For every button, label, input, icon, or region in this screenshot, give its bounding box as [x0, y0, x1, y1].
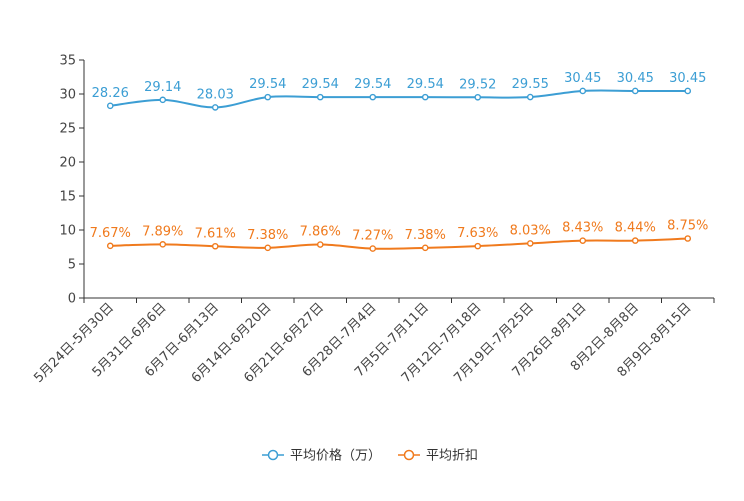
y-tick-label: 5 — [68, 258, 76, 273]
data-point — [159, 96, 167, 104]
legend-label: 平均价格（万） — [290, 448, 381, 464]
data-point — [421, 244, 429, 252]
data-point — [474, 93, 482, 101]
data-point — [474, 242, 482, 250]
data-label: 29.54 — [407, 77, 444, 92]
data-label: 29.54 — [249, 77, 286, 92]
data-label: 7.38% — [247, 228, 288, 243]
data-label: 29.54 — [354, 77, 391, 92]
data-point — [264, 93, 272, 101]
data-label: 30.45 — [564, 71, 601, 86]
y-tick-label: 30 — [59, 88, 76, 103]
data-point — [369, 93, 377, 101]
data-label: 8.75% — [667, 219, 708, 234]
y-tick-label: 25 — [59, 122, 76, 137]
data-label: 7.27% — [352, 229, 393, 244]
y-tick-label: 35 — [59, 54, 76, 69]
data-label: 8.44% — [615, 221, 656, 236]
data-point — [631, 237, 639, 244]
data-label: 7.67% — [90, 226, 131, 241]
data-point — [211, 104, 219, 111]
legend-marker — [403, 449, 415, 461]
data-label: 7.38% — [405, 228, 446, 243]
legend-item-2: 平均折扣 — [398, 449, 478, 464]
legend-marker — [267, 449, 279, 461]
legend-item-1: 平均价格（万） — [262, 448, 381, 464]
series-2: 7.67% 7.89% 7.61% 7.38% 7.86% 7.27% 7.38% 7.63%… — [90, 219, 708, 252]
data-label: 7.61% — [195, 226, 236, 241]
data-point — [264, 244, 272, 252]
data-point — [526, 240, 534, 247]
data-label: 7.63% — [457, 226, 498, 241]
data-label: 7.86% — [300, 225, 341, 240]
y-tick-label: 15 — [59, 190, 76, 205]
data-label: 29.14 — [144, 80, 181, 95]
data-point — [631, 87, 639, 95]
data-label: 30.45 — [669, 71, 706, 86]
series-line — [110, 237, 688, 250]
data-point — [684, 87, 692, 95]
axes: 051015202530355月24日-5月30日5月31日-6月6日6月7日-… — [31, 54, 715, 386]
data-point — [579, 87, 587, 95]
data-point — [369, 245, 377, 252]
series-line — [110, 89, 688, 109]
data-label: 28.26 — [92, 86, 129, 101]
data-point — [579, 237, 587, 244]
data-point — [106, 242, 114, 250]
series-1: 28.26 29.14 28.03 29.54 29.54 29.54 29.54 29.52… — [92, 71, 706, 111]
data-label: 29.54 — [302, 77, 339, 92]
data-point — [421, 93, 429, 101]
data-point — [316, 241, 324, 248]
legend-label: 平均折扣 — [426, 449, 478, 464]
data-point — [211, 242, 219, 250]
data-label: 8.43% — [562, 221, 603, 236]
y-tick-label: 0 — [68, 292, 76, 307]
data-label: 8.03% — [510, 223, 551, 238]
data-point — [684, 235, 692, 242]
data-point — [159, 241, 167, 248]
y-tick-label: 20 — [59, 156, 76, 171]
data-label: 30.45 — [617, 71, 654, 86]
data-label: 29.55 — [512, 77, 549, 92]
data-label: 28.03 — [197, 87, 234, 102]
data-label: 29.52 — [459, 77, 496, 92]
data-label: 7.89% — [142, 224, 183, 239]
data-point — [316, 93, 324, 101]
legend: 平均价格（万） 平均折扣 — [262, 448, 478, 464]
data-point — [106, 102, 114, 110]
data-point — [526, 93, 534, 101]
series-layer: 28.26 29.14 28.03 29.54 29.54 29.54 29.54 29.52… — [90, 71, 708, 252]
y-tick-label: 10 — [59, 224, 76, 239]
